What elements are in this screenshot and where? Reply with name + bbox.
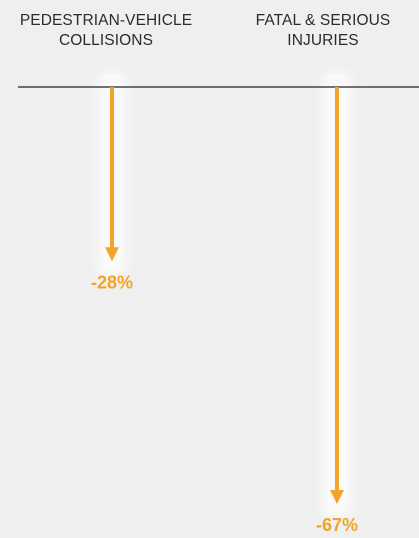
- bar-shaft-fatal-serious-injuries: [335, 87, 339, 492]
- bar-shadows: [99, 73, 350, 518]
- column-header-line: INJURIES: [287, 32, 359, 49]
- bar-shaft-pedestrian-vehicle-collisions: [110, 87, 114, 250]
- column-header-line: COLLISIONS: [58, 32, 154, 49]
- bars: -28% -67%: [91, 87, 358, 535]
- value-label-fatal-serious-injuries: -67%: [316, 515, 358, 535]
- column-header-pedestrian-vehicle-collisions: PEDESTRIAN-VEHICLE COLLISIONS: [6, 11, 206, 51]
- column-header-line: FATAL & SERIOUS: [255, 12, 391, 29]
- value-label-pedestrian-vehicle-collisions: -28%: [91, 272, 133, 292]
- bar-arrowhead-fatal-serious-injuries: [330, 490, 344, 504]
- column-header-fatal-serious-injuries: FATAL & SERIOUS INJURIES: [223, 11, 419, 51]
- bar-arrowhead-pedestrian-vehicle-collisions: [105, 247, 119, 262]
- column-header-line: PEDESTRIAN-VEHICLE: [19, 12, 193, 29]
